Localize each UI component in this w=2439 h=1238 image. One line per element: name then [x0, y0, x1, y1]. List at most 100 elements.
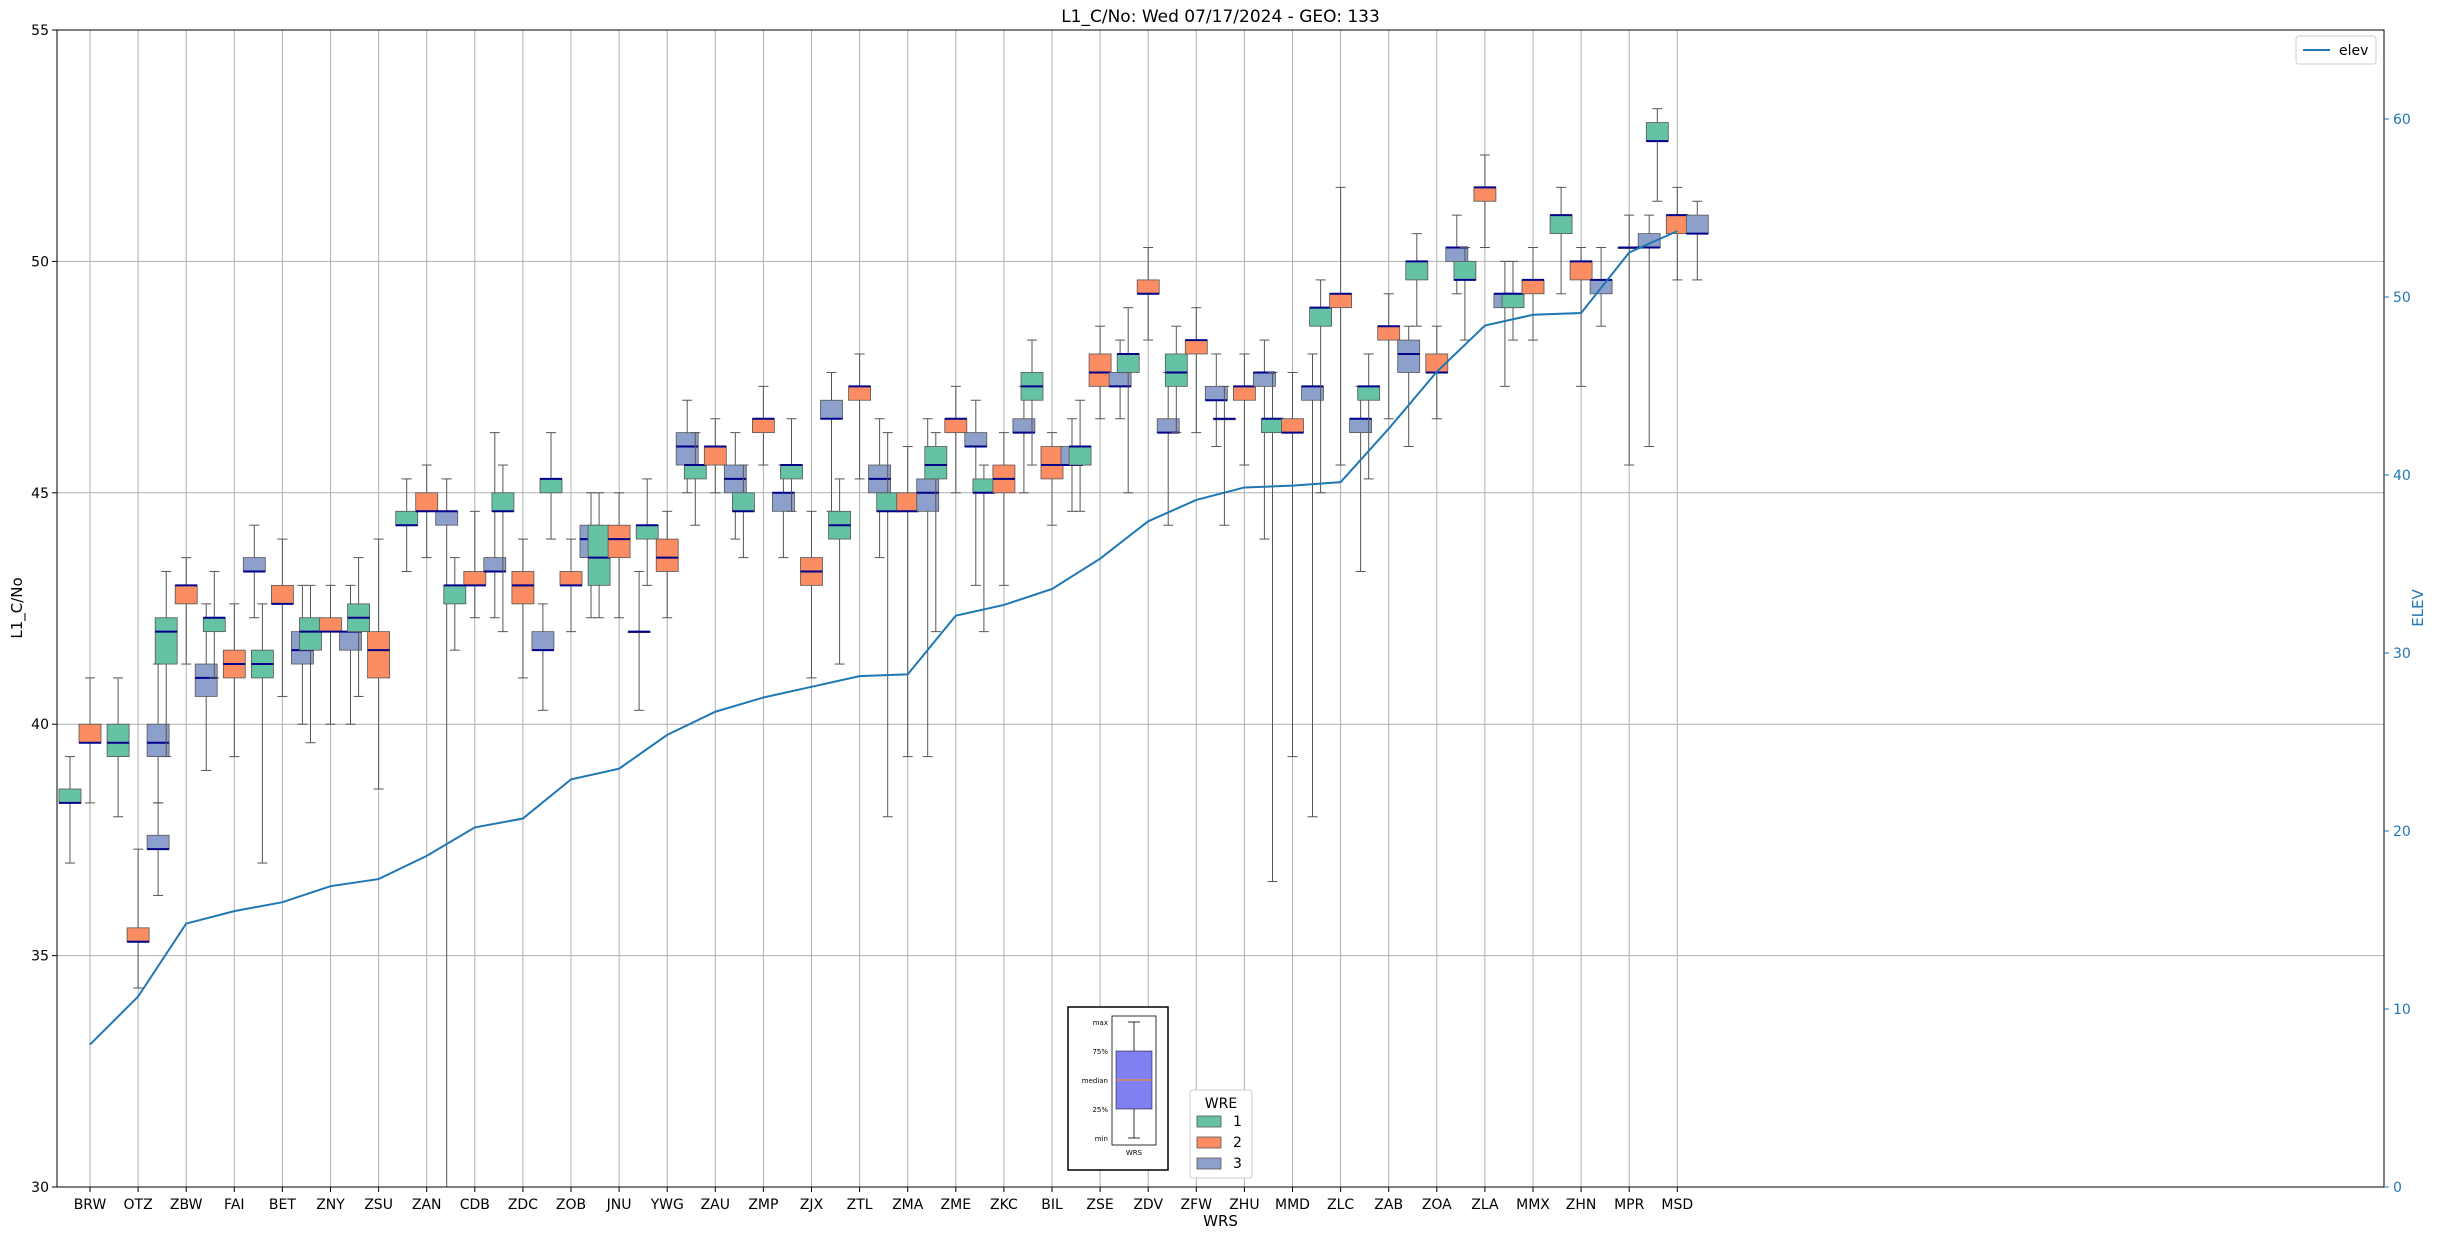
box-zjx-wre3	[820, 371, 843, 512]
x-tick-label: YWG	[650, 1197, 684, 1213]
line-legend-label: elev	[2339, 43, 2368, 59]
box-zan-wre1	[395, 478, 419, 572]
y-tick-label: 40	[31, 717, 49, 733]
y2-tick-label: 60	[2393, 112, 2411, 128]
box-zla-wre2	[1473, 154, 1497, 249]
box-body	[415, 492, 439, 512]
box-body	[463, 571, 487, 586]
box-otz-wre3	[146, 802, 170, 896]
wre-legend-label-2: 2	[1233, 1135, 1242, 1151]
box-body	[367, 631, 391, 679]
box-zjx-wre1	[780, 418, 803, 512]
box-body	[126, 927, 150, 943]
wre-legend-label-1: 1	[1233, 1114, 1242, 1130]
box-series	[58, 108, 1709, 1188]
box-body	[1164, 353, 1188, 387]
x-tick-label: ZBW	[170, 1197, 203, 1213]
box-zny-wre1	[299, 584, 322, 744]
box-body	[435, 510, 459, 526]
box-zau-wre1	[683, 432, 707, 526]
x-tick-label: ZMP	[748, 1197, 778, 1213]
box-zbw-wre1	[154, 570, 178, 758]
x-tick-label: ZSU	[364, 1197, 393, 1213]
box-otz-wre2	[126, 848, 150, 989]
box-plot-key: max 75% median 25% min WRS	[1067, 1006, 1169, 1171]
box-zme-wre3	[964, 399, 988, 586]
box-body	[1405, 260, 1429, 281]
wre-legend-swatch-2	[1196, 1136, 1222, 1149]
box-body	[635, 524, 659, 540]
box-otz-wre1	[106, 677, 130, 818]
box-body	[242, 557, 266, 572]
y-tick-label: 35	[31, 949, 49, 965]
box-body	[270, 584, 294, 605]
wre-legend-title: WRE	[1205, 1096, 1237, 1112]
x-tick-label: ZMA	[892, 1197, 924, 1213]
box-mmd-wre1	[1261, 371, 1284, 883]
box-ywg-wre2	[655, 510, 679, 619]
x-tick-label: BET	[269, 1197, 296, 1213]
box-zdc-wre2	[511, 538, 535, 679]
box-body	[1329, 293, 1352, 309]
box-bet-wre1	[250, 603, 274, 864]
x-tick-label: ZHU	[1229, 1197, 1259, 1213]
box-zse-wre2	[1088, 325, 1112, 420]
box-otz-wre3	[146, 663, 170, 804]
box-ztl-wre3	[868, 418, 891, 559]
box-body	[1397, 339, 1421, 373]
box-body	[780, 464, 803, 480]
x-tick-label: ZFW	[1181, 1197, 1213, 1213]
box-brw-wre2	[78, 677, 102, 804]
box-body	[78, 723, 102, 744]
x-tick-label: ZKC	[990, 1197, 1018, 1213]
plot-frame	[56, 29, 2385, 1188]
box-zsu-wre1	[347, 557, 371, 697]
box-body	[1184, 339, 1208, 355]
x-tick-label: ZJX	[800, 1197, 824, 1213]
x-tick-label: ZTL	[847, 1197, 873, 1213]
box-zob-wre1	[539, 432, 563, 540]
box-zmp-wre2	[752, 385, 775, 466]
box-msd-wre3	[1685, 200, 1709, 281]
x-tick-label: MMX	[1516, 1197, 1550, 1213]
x-tick-label: ZAB	[1374, 1197, 1403, 1213]
x-tick-label: MPR	[1614, 1197, 1645, 1213]
x-tick-label: ZME	[941, 1197, 972, 1213]
box-zkc-wre3	[1012, 385, 1036, 494]
box-body	[202, 617, 226, 633]
line-legend: elev	[2295, 35, 2377, 65]
box-body	[1453, 260, 1477, 281]
box-zfw-wre2	[1184, 307, 1208, 434]
box-jnu-wre2	[607, 492, 631, 619]
box-key-label-median: median	[1082, 1077, 1108, 1085]
box-key-xlabel: WRS	[1126, 1149, 1143, 1157]
box-zse-wre1	[1068, 399, 1092, 512]
box-body	[106, 723, 130, 757]
x-tick-label: ZLA	[1471, 1197, 1499, 1213]
box-body	[559, 571, 583, 586]
box-body	[683, 464, 707, 480]
box-zdv-wre3	[1156, 371, 1180, 526]
y2-tick-label: 40	[2393, 468, 2411, 484]
box-body	[154, 617, 178, 665]
line-legend-frame	[2295, 35, 2377, 65]
box-key-label-max: max	[1093, 1019, 1108, 1027]
box-body	[194, 663, 218, 697]
box-zny-wre2	[319, 584, 342, 725]
box-body	[1116, 353, 1140, 373]
box-mmx-wre2	[1521, 247, 1545, 341]
box-zfw-wre3	[1204, 353, 1228, 448]
box-zab-wre3	[1397, 325, 1421, 448]
box-fai-wre1	[202, 570, 226, 679]
x-tick-label: ZAU	[701, 1197, 730, 1213]
box-mmx-wre1	[1501, 260, 1525, 341]
y2-tick-label: 30	[2393, 646, 2411, 662]
box-body	[972, 478, 996, 494]
box-zhn-wre1	[1549, 186, 1573, 295]
box-body	[1281, 418, 1304, 434]
box-zob-wre2	[559, 538, 583, 633]
box-zjx-wre2	[800, 510, 823, 679]
box-zan-wre2	[415, 464, 439, 559]
box-body	[1261, 418, 1284, 434]
box-zla-wre1	[1453, 247, 1477, 341]
